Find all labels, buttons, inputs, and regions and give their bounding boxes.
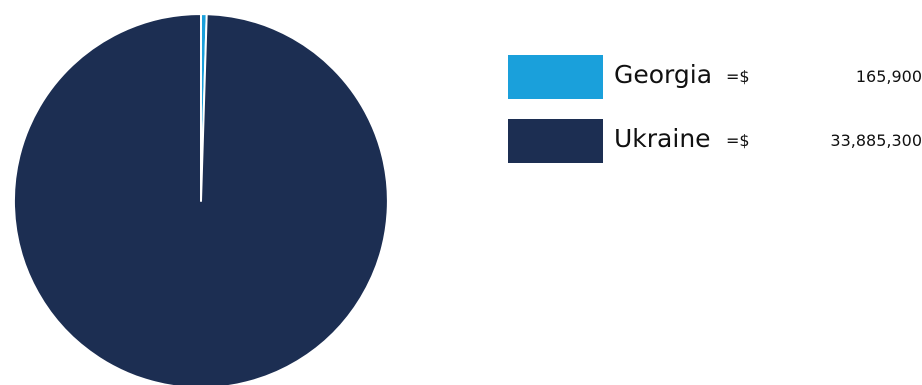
legend-value-ukraine: 33,885,300 [830, 131, 922, 150]
legend-swatch-ukraine [508, 119, 603, 163]
legend-currency-georgia: =$ [726, 67, 750, 86]
legend-entry-ukraine: Ukraine =$ 33,885,300 [508, 119, 922, 163]
pie-slice-ukraine [12, 13, 389, 385]
legend-value-georgia: 165,900 [855, 67, 922, 86]
legend-label-georgia: Georgia [614, 60, 713, 89]
legend-swatch-georgia [508, 55, 603, 99]
legend-label-ukraine: Ukraine [614, 124, 711, 153]
legend-entry-georgia: Georgia =$ 165,900 [508, 55, 922, 99]
legend-currency-ukraine: =$ [726, 131, 750, 150]
